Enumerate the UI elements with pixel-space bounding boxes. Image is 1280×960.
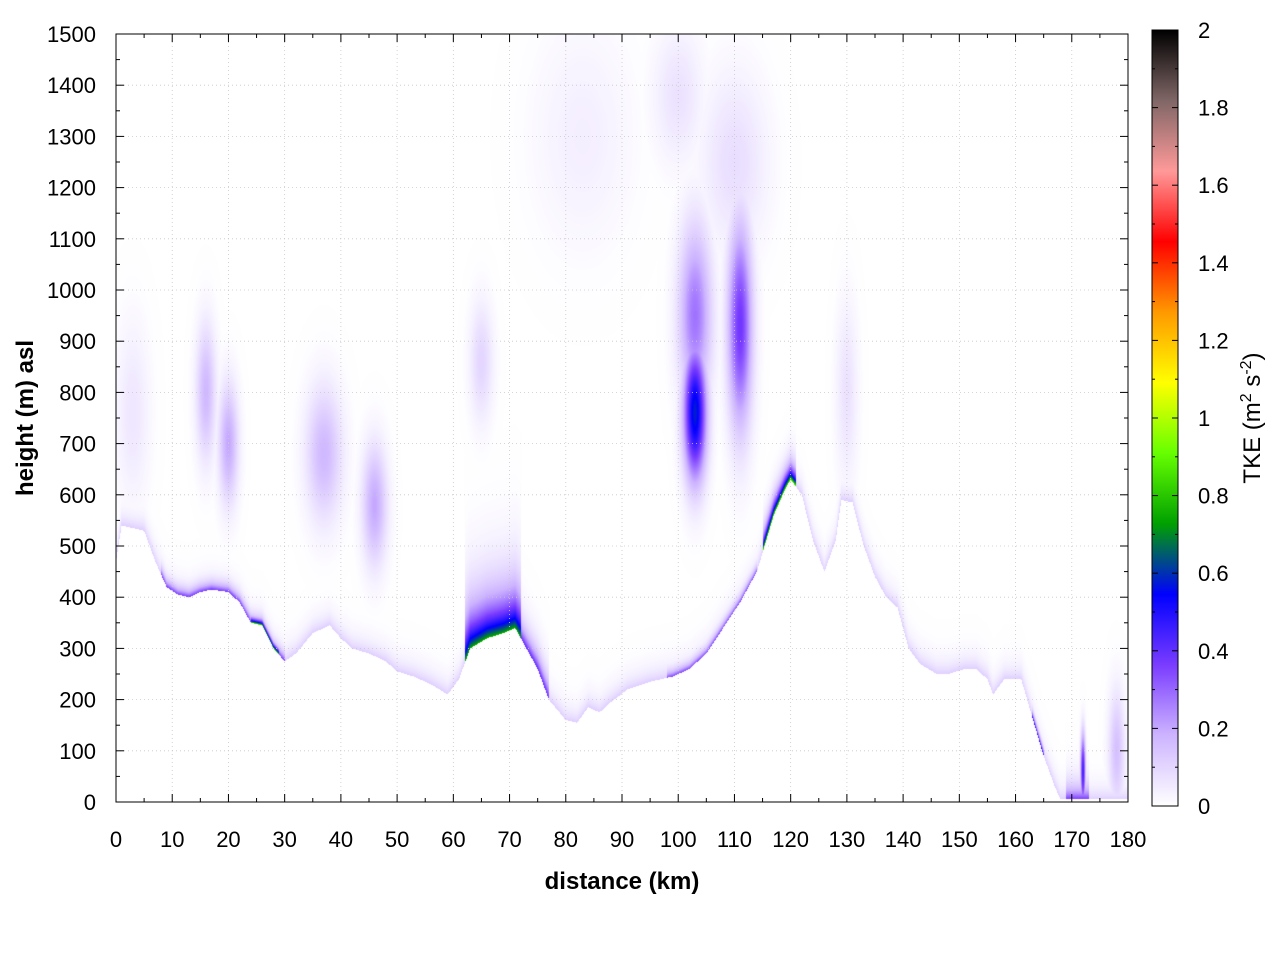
- colorbar-axis: 0 0.2 0.4 0.6 0.8 1 1.2 1.4 1.6 1.8 2: [1152, 18, 1229, 819]
- x-tick-label: 160: [997, 827, 1034, 852]
- colorbar-tick-label: 1: [1198, 406, 1210, 431]
- y-tick-label: 500: [59, 534, 96, 559]
- y-tick-label: 800: [59, 380, 96, 405]
- x-tick-label: 40: [329, 827, 353, 852]
- x-tick-label: 180: [1110, 827, 1147, 852]
- y-tick-label: 1400: [47, 73, 96, 98]
- y-tick-label: 600: [59, 483, 96, 508]
- y-axis-title: height (m) asl: [12, 340, 39, 496]
- y-tick-label: 100: [59, 739, 96, 764]
- y-tick-label: 1300: [47, 124, 96, 149]
- x-tick-label: 50: [385, 827, 409, 852]
- colorbar-title-mid: s: [1239, 375, 1266, 394]
- y-tick-label: 200: [59, 688, 96, 713]
- y-tick-label: 1100: [49, 227, 96, 252]
- colorbar-tick-label: 1.2: [1198, 328, 1229, 353]
- x-axis: 0 10 20 30 40 50 60 70 80 90 100 110 120 130 140 150 160…: [110, 34, 1146, 852]
- x-tick-label: 120: [772, 827, 809, 852]
- x-tick-label: 90: [610, 827, 634, 852]
- y-tick-label: 700: [59, 432, 96, 457]
- colorbar-title-sup1: 2: [1238, 393, 1255, 402]
- x-tick-label: 70: [497, 827, 521, 852]
- y-tick-label: 0: [84, 790, 96, 815]
- grid: [116, 34, 1128, 802]
- y-tick-label: 900: [59, 329, 96, 354]
- colorbar-tick-label: 0: [1198, 794, 1210, 819]
- y-tick-label: 400: [59, 585, 96, 610]
- colorbar-title: TKE (m2 s-2): [1238, 352, 1266, 483]
- colorbar-title-sup2: -2: [1238, 360, 1255, 374]
- y-tick-label: 1000: [47, 278, 96, 303]
- x-tick-label: 60: [441, 827, 465, 852]
- x-tick-label: 20: [216, 827, 240, 852]
- y-tick-label: 300: [59, 636, 96, 661]
- x-tick-label: 10: [160, 827, 184, 852]
- x-tick-label: 140: [885, 827, 922, 852]
- x-tick-label: 150: [941, 827, 978, 852]
- x-tick-label: 170: [1053, 827, 1090, 852]
- x-axis-title: distance (km): [545, 868, 700, 895]
- x-tick-label: 110: [717, 827, 752, 852]
- colorbar-tick-label: 0.8: [1198, 484, 1229, 509]
- colorbar-title-main: TKE (m: [1239, 402, 1266, 483]
- colorbar-tick-label: 0.4: [1198, 639, 1229, 664]
- colorbar-tick-label: 1.4: [1198, 251, 1229, 276]
- colorbar-tick-label: 0.2: [1198, 716, 1229, 741]
- x-tick-label: 130: [829, 827, 866, 852]
- colorbar-tick-label: 0.6: [1198, 561, 1229, 586]
- x-tick-label: 100: [660, 827, 697, 852]
- y-tick-label: 1200: [47, 176, 96, 201]
- colorbar-title-end: ): [1239, 352, 1266, 360]
- colorbar-tick-label: 1.8: [1198, 96, 1229, 121]
- y-axis: 0 100 200 300 400 500 600 700 800 900 1000 1100 1200…: [47, 22, 1128, 815]
- x-tick-label: 30: [272, 827, 296, 852]
- x-tick-label: 80: [554, 827, 578, 852]
- x-tick-label: 0: [110, 827, 122, 852]
- colorbar-tick-label: 1.6: [1198, 173, 1229, 198]
- y-tick-label: 1500: [47, 22, 96, 47]
- colorbar-tick-label: 2: [1198, 18, 1210, 43]
